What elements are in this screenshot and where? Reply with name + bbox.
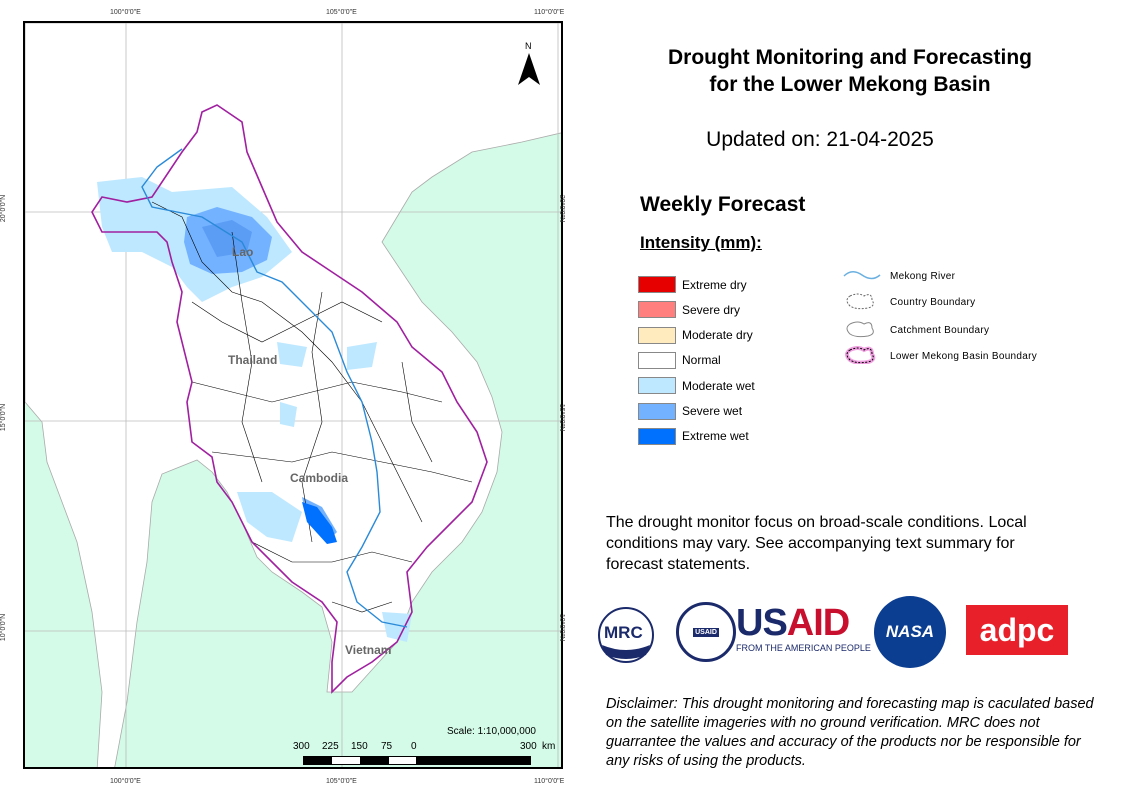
lon-tick-100-bottom: 100°0'0"E <box>110 778 141 785</box>
legend-label: Moderate dry <box>682 328 753 343</box>
legend-swatch <box>638 276 676 293</box>
layer-legend-label: Country Boundary <box>890 297 976 308</box>
map-canvas <box>25 23 561 767</box>
legend-label: Normal <box>682 353 721 368</box>
scale-tick: 300 <box>520 741 537 752</box>
country-label-vietnam: Vietnam <box>345 643 392 657</box>
legend-label: Moderate wet <box>682 378 755 393</box>
layer-legend-item: Catchment Boundary <box>842 320 989 341</box>
page-title: Drought Monitoring and Forecasting for th… <box>668 46 1032 96</box>
tonle-sap <box>302 502 337 544</box>
legend-item: Moderate dry <box>638 326 753 344</box>
legend-swatch <box>638 427 676 445</box>
scale-tick: 300 <box>293 741 310 752</box>
country-label-cambodia: Cambodia <box>290 471 349 485</box>
legend-swatch <box>638 326 676 344</box>
legend-item: Moderate wet <box>638 377 755 395</box>
basin-boundary-icon <box>842 346 890 367</box>
north-label: N <box>525 41 532 51</box>
legend-label: Extreme dry <box>682 277 747 292</box>
scale-unit: km <box>542 741 556 752</box>
scale-text: Scale: 1:10,000,000 <box>447 726 536 737</box>
legend-item: Normal <box>638 351 721 369</box>
lon-tick-100: 100°0'0"E <box>110 9 141 16</box>
country-boundary-icon <box>842 292 890 313</box>
lat-tick-20: 20°0'0"N <box>0 194 8 223</box>
note-text: The drought monitor focus on broad-scale… <box>606 514 1027 573</box>
river-line-icon <box>842 268 890 285</box>
scale-bar <box>303 756 531 765</box>
weekly-forecast-heading: Weekly Forecast <box>640 193 806 216</box>
lon-tick-105: 105°0'0"E <box>326 9 357 16</box>
catchment-boundary-icon <box>842 320 890 341</box>
mekong-river <box>141 148 408 628</box>
lat-tick-15: 15°0'0"N <box>0 403 8 432</box>
legend-label: Extreme wet <box>682 429 749 444</box>
intensity-label: Intensity (mm): <box>640 233 762 252</box>
legend-swatch <box>638 402 676 420</box>
north-arrow-icon <box>518 53 540 85</box>
basin-boundary <box>91 104 488 694</box>
nasa-logo: NASA <box>874 596 946 668</box>
layer-legend-label: Catchment Boundary <box>890 325 990 336</box>
disclaimer-text: Disclaimer: This drought monitoring and … <box>606 696 1094 769</box>
graticule <box>25 23 561 767</box>
legend-swatch <box>638 377 676 395</box>
legend-label: Severe wet <box>682 404 743 418</box>
layer-legend-item: Lower Mekong Basin Boundary <box>842 346 1037 367</box>
legend-swatch <box>638 351 676 369</box>
lon-tick-110-bottom: 110°0'0"E <box>534 778 565 785</box>
legend-item: Extreme wet <box>638 427 749 445</box>
country-label-thailand: Thailand <box>228 353 278 367</box>
lat-tick-10-right: 10°0'0"N <box>558 613 566 642</box>
legend-label: Severe dry <box>682 302 741 317</box>
lon-tick-105-bottom: 105°0'0"E <box>326 778 357 785</box>
scale-tick: 75 <box>381 741 393 752</box>
scale-tick: 225 <box>322 741 339 752</box>
mrc-logo: MRC <box>588 597 664 673</box>
legend-swatch <box>638 301 676 319</box>
country-label-lao: Lao <box>232 245 254 259</box>
layer-legend-label: Lower Mekong Basin Boundary <box>890 351 1038 362</box>
layer-legend-label: Mekong River <box>890 271 956 282</box>
usaid-seal-logo: USAID <box>676 602 736 662</box>
scale-tick: 0 <box>411 741 417 752</box>
legend-item: Severe wet <box>638 402 743 420</box>
usaid-logo: USAID FROM THE AMERICAN PEOPLE <box>736 602 871 653</box>
lat-tick-10: 10°0'0"N <box>0 613 8 642</box>
lat-tick-15-right: 15°0'0"N <box>558 403 566 432</box>
scale-tick: 150 <box>351 741 368 752</box>
adpc-logo: adpc <box>966 605 1068 655</box>
layer-legend-item: Mekong River <box>842 268 955 285</box>
layer-legend-item: Country Boundary <box>842 292 975 313</box>
updated-date: Updated on: 21-04-2025 <box>706 128 934 151</box>
legend-item: Severe dry <box>638 301 741 319</box>
map-frame[interactable] <box>23 21 563 769</box>
catchment-boundaries <box>151 201 473 613</box>
lon-tick-110: 110°0'0"E <box>534 9 565 16</box>
legend-item: Extreme dry <box>638 276 747 293</box>
lat-tick-20-right: 20°0'0"N <box>558 194 566 223</box>
